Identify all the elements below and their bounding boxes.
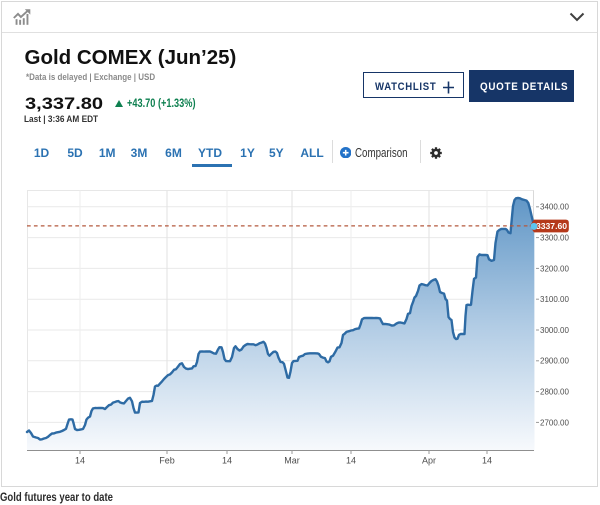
svg-text:14: 14 bbox=[346, 455, 356, 465]
svg-text:2700.00: 2700.00 bbox=[540, 418, 569, 427]
svg-text:Mar: Mar bbox=[284, 455, 300, 465]
svg-text:Feb: Feb bbox=[159, 455, 175, 465]
svg-text:3337.60: 3337.60 bbox=[536, 221, 567, 231]
svg-text:3300.00: 3300.00 bbox=[540, 234, 569, 243]
svg-text:2800.00: 2800.00 bbox=[540, 388, 569, 397]
svg-text:Apr: Apr bbox=[422, 455, 436, 465]
svg-text:2900.00: 2900.00 bbox=[540, 357, 569, 366]
svg-text:3000.00: 3000.00 bbox=[540, 326, 569, 335]
svg-text:14: 14 bbox=[222, 455, 232, 465]
svg-text:14: 14 bbox=[482, 455, 492, 465]
svg-text:3200.00: 3200.00 bbox=[540, 264, 569, 273]
svg-text:3400.00: 3400.00 bbox=[540, 203, 569, 212]
svg-text:3100.00: 3100.00 bbox=[540, 295, 569, 304]
svg-text:14: 14 bbox=[75, 455, 85, 465]
